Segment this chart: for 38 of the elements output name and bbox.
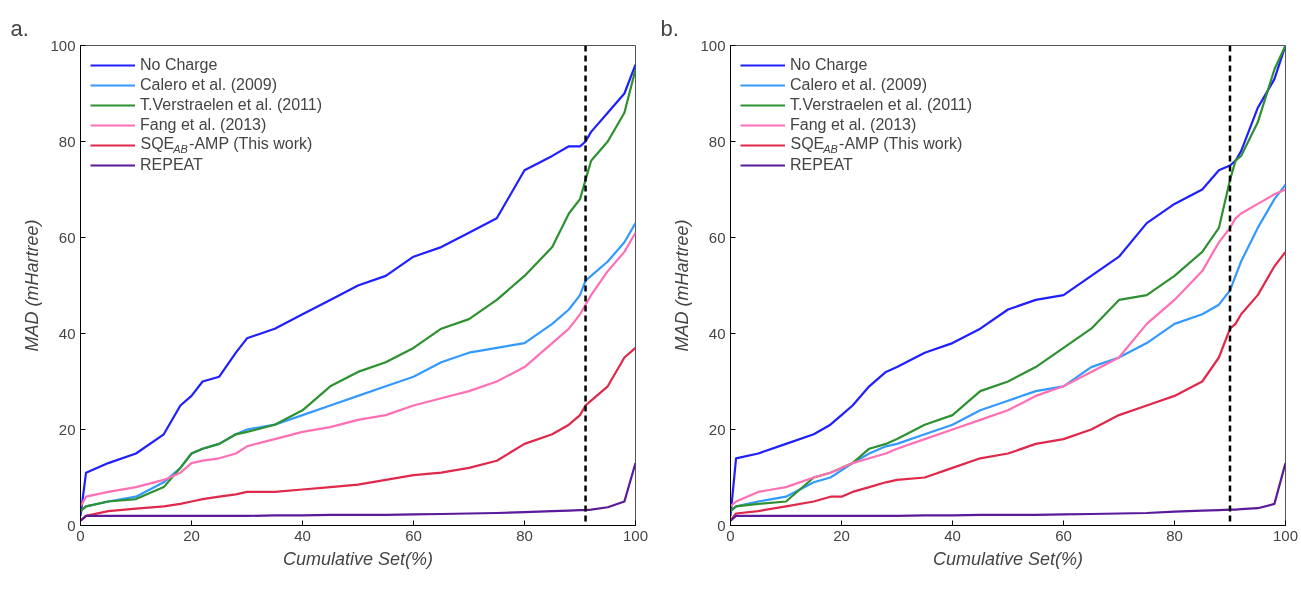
y-tick-label: 20	[58, 420, 76, 438]
line-series	[730, 462, 1286, 522]
x-tick-label: 40	[944, 526, 961, 544]
x-tick-label: 60	[405, 526, 422, 544]
legend-label: Fang et al. (2013)	[140, 115, 267, 135]
y-tick-label: 80	[708, 132, 726, 150]
y-tick-label: 40	[58, 324, 76, 342]
x-tick-label: 40	[294, 526, 311, 544]
legend-label: No Charge	[790, 55, 868, 75]
y-tick-label: 100	[700, 36, 726, 54]
x-axis-title: Cumulative Set(%)	[932, 548, 1084, 569]
y-tick-label: 80	[58, 132, 76, 150]
x-tick-label: 60	[1055, 526, 1072, 544]
legend-label: No Charge	[140, 55, 218, 75]
x-tick-label: 20	[833, 526, 850, 544]
chart-title: b.	[660, 15, 679, 41]
line-series	[80, 462, 636, 522]
x-axis-title: Cumulative Set(%)	[282, 548, 434, 569]
legend-label: T.Verstraelen et al. (2011)	[790, 95, 973, 115]
legend-label: REPEAT	[790, 155, 853, 175]
legend-label: REPEAT	[140, 155, 203, 175]
x-tick-label: 100	[622, 526, 649, 544]
x-tick-label: 80	[516, 526, 533, 544]
y-tick-label: 40	[708, 324, 726, 342]
chart-title: a.	[10, 15, 29, 41]
y-axis-title: MAD (mHartree)	[22, 219, 43, 352]
y-tick-label: 60	[708, 228, 726, 246]
y-tick-label: 60	[58, 228, 76, 246]
y-tick-label: 20	[708, 420, 726, 438]
x-tick-label: 100	[1272, 526, 1299, 544]
legend-label: T.Verstraelen et al. (2011)	[140, 95, 323, 115]
legend-label: Calero et al. (2009)	[140, 75, 277, 95]
legend-label: Fang et al. (2013)	[790, 115, 917, 135]
y-axis-title: MAD (mHartree)	[672, 219, 693, 352]
y-tick-label: 100	[50, 36, 76, 54]
x-tick-label: 20	[183, 526, 200, 544]
legend-label: Calero et al. (2009)	[790, 75, 927, 95]
x-tick-label: 80	[1166, 526, 1183, 544]
